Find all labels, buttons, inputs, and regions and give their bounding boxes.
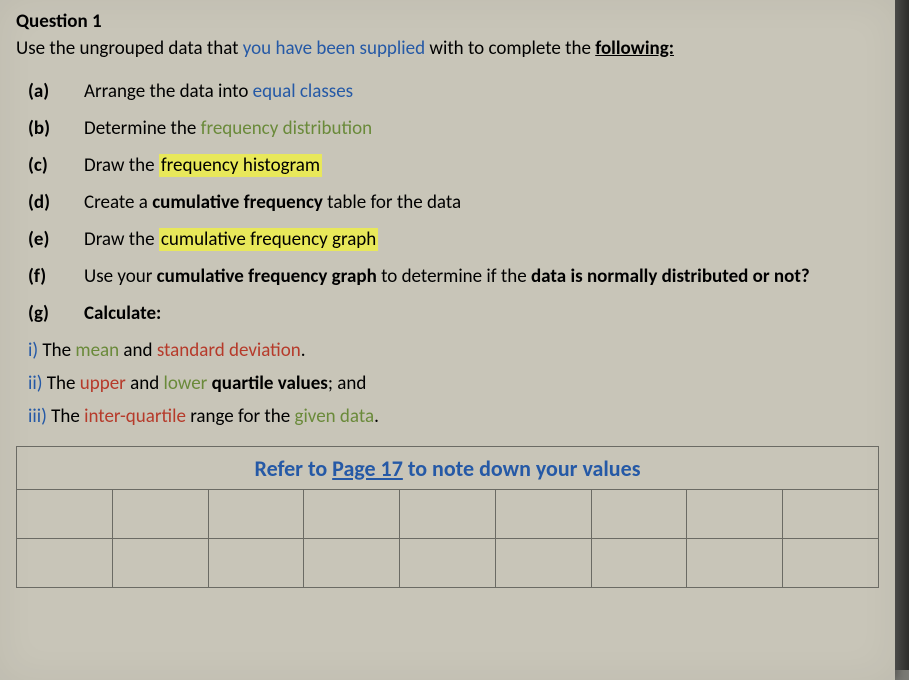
item-c-label: (c) (28, 154, 84, 177)
table-cell (17, 539, 113, 588)
item-c-text: Draw the frequency histogram (84, 154, 879, 177)
table-cell (495, 539, 591, 588)
table-cell (17, 490, 113, 539)
values-table: Refer to Page 17 to note down your value… (16, 446, 879, 588)
item-e-label: (e) (28, 228, 84, 251)
item-a-text: Arrange the data into equal classes (84, 80, 879, 103)
table-cell (304, 490, 400, 539)
item-e: (e) Draw the cumulative frequency graph (28, 228, 879, 251)
table-cell (208, 490, 304, 539)
table-cell (591, 490, 687, 539)
item-f-label: (f) (28, 265, 84, 288)
worksheet-page: Question 1 Use the ungrouped data that y… (0, 0, 895, 680)
table-cell (112, 539, 208, 588)
sub-ii: ii) The upper and lower quartile values;… (28, 372, 879, 395)
table-row (17, 539, 879, 588)
table-cell (783, 539, 879, 588)
question-label: Question 1 (16, 10, 102, 33)
item-f-text: Use your cumulative frequency graph to d… (84, 265, 879, 288)
table-cell (400, 539, 496, 588)
page-shadow-edge (895, 0, 909, 670)
table-cell (591, 539, 687, 588)
table-title-cell: Refer to Page 17 to note down your value… (17, 447, 879, 490)
item-f: (f) Use your cumulative frequency graph … (28, 265, 879, 288)
sub-iii: iii) The inter-quartile range for the gi… (28, 405, 879, 428)
item-g-label: (g) (28, 302, 84, 325)
item-d-text: Create a cumulative frequency table for … (84, 191, 879, 214)
item-g: (g) Calculate: (28, 302, 879, 325)
question-instruction: Use the ungrouped data that you have bee… (16, 37, 879, 60)
table-title-row: Refer to Page 17 to note down your value… (17, 447, 879, 490)
item-c: (c) Draw the frequency histogram (28, 154, 879, 177)
values-table-wrap: Refer to Page 17 to note down your value… (16, 446, 879, 588)
table-row (17, 490, 879, 539)
item-d: (d) Create a cumulative frequency table … (28, 191, 879, 214)
item-b-label: (b) (28, 117, 84, 140)
table-cell (304, 539, 400, 588)
item-b: (b) Determine the frequency distribution (28, 117, 879, 140)
table-cell (112, 490, 208, 539)
table-cell (687, 539, 783, 588)
table-cell (687, 490, 783, 539)
table-cell (208, 539, 304, 588)
item-d-label: (d) (28, 191, 84, 214)
table-cell (495, 490, 591, 539)
item-a-label: (a) (28, 80, 84, 103)
item-g-text: Calculate: (84, 302, 879, 325)
item-e-text: Draw the cumulative frequency graph (84, 228, 879, 251)
item-a: (a) Arrange the data into equal classes (28, 80, 879, 103)
item-b-text: Determine the frequency distribution (84, 117, 879, 140)
table-cell (400, 490, 496, 539)
question-heading: Question 1 (16, 10, 879, 33)
sub-i: i) The mean and standard deviation. (28, 339, 879, 362)
table-cell (783, 490, 879, 539)
